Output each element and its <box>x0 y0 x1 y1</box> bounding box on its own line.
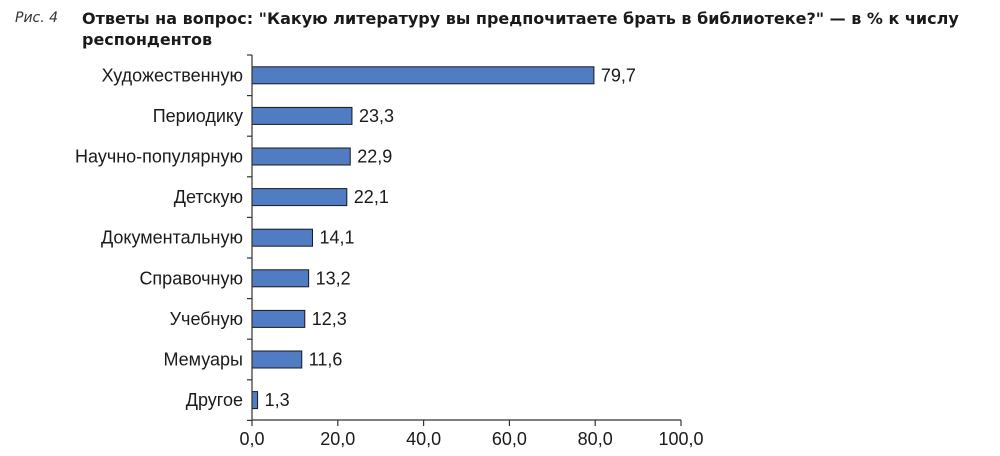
x-tick-label: 100,0 <box>658 429 703 449</box>
data-label: 11,6 <box>309 350 343 370</box>
bar <box>251 391 259 410</box>
axis-layer: Художественную Периодику Научно-популярную… <box>75 54 704 449</box>
category-label: Документальную <box>101 228 243 248</box>
category-label: Другое <box>186 390 243 410</box>
bars-layer: 79,7 23,3 22,9 22,1 14,1 13,2 12,3 11,6 1,3 <box>251 65 636 410</box>
data-label: 1,3 <box>265 390 290 410</box>
bar <box>251 269 310 288</box>
bar <box>251 188 348 207</box>
data-label: 12,3 <box>312 309 347 329</box>
category-label: Справочную <box>139 268 243 288</box>
x-tick-label: 0,0 <box>239 429 264 449</box>
data-label: 23,3 <box>359 106 394 126</box>
data-label: 22,9 <box>357 147 392 167</box>
x-tick-label: 40,0 <box>406 429 441 449</box>
category-label: Научно-популярную <box>75 147 243 167</box>
category-label: Мемуары <box>163 350 243 370</box>
data-label: 13,2 <box>316 268 351 288</box>
bar <box>251 228 313 247</box>
category-label: Художественную <box>102 65 243 85</box>
bar <box>251 309 306 328</box>
x-tick-label: 60,0 <box>492 429 527 449</box>
bar <box>251 106 353 125</box>
category-label: Периодику <box>153 106 243 126</box>
chart-title: Ответы на вопрос: "Какую литературу вы п… <box>82 9 959 49</box>
category-label: Детскую <box>174 187 243 207</box>
bar <box>251 66 595 85</box>
data-label: 14,1 <box>319 228 354 248</box>
bar <box>251 147 351 166</box>
category-label: Учебную <box>170 309 243 329</box>
bar <box>251 350 303 369</box>
figure-number: Рис. 4 <box>15 10 59 26</box>
data-label: 79,7 <box>601 65 636 85</box>
data-label: 22,1 <box>354 187 389 207</box>
x-tick-label: 80,0 <box>578 429 613 449</box>
x-tick-label: 20,0 <box>320 429 355 449</box>
